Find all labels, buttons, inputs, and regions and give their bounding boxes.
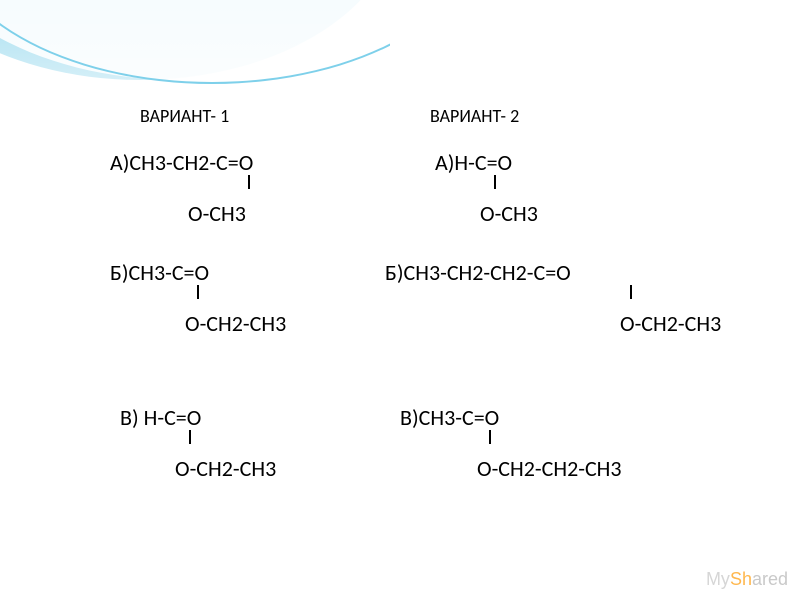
formula-v1-b-line1: СН3-С=О [129,259,210,286]
formula-v2-v: В)СН3-С=О О-СН2-СН2-СН3 [400,405,622,481]
label-v1-b: Б) [110,259,129,286]
bond-bar-icon [494,175,496,189]
content-area: ВАРИАНТ- 1 ВАРИАНТ- 2 А)СН3-СН2-С=О О-СН… [0,0,800,600]
formula-v2-b: Б)СН3-СН2-СН2-С=О О-СН2-СН3 [385,260,721,336]
formula-v2-b-line2: О-СН2-СН3 [620,310,721,337]
heading-variant-1: ВАРИАНТ- 1 [140,105,229,127]
watermark-my: My [706,569,730,589]
formula-v2-a-line2: О-СН3 [480,200,538,227]
formula-v1-b-line2: О-СН2-СН3 [185,310,286,337]
bond-bar-icon [248,175,250,189]
bond-bar-icon [489,430,491,444]
formula-v2-a: А)Н-С=О О-СН3 [435,150,538,226]
formula-v2-v-line1: СН3-С=О [419,404,500,431]
formula-v1-v-line1: Н-С=О [144,404,202,431]
label-v2-v: В) [400,404,419,431]
bond-bar-icon [197,285,199,299]
formula-v1-a: А)СН3-СН2-С=О О-СН3 [110,150,253,226]
formula-v2-v-line2: О-СН2-СН2-СН3 [477,455,622,482]
watermark: MyShared [706,569,788,590]
formula-v2-b-line1: СН3-СН2-СН2-С=О [404,259,571,286]
slide: ВАРИАНТ- 1 ВАРИАНТ- 2 А)СН3-СН2-С=О О-СН… [0,0,800,600]
label-v2-b: Б) [385,259,404,286]
label-v2-a: А) [435,149,454,176]
bond-bar-icon [189,430,191,444]
heading-variant-2: ВАРИАНТ- 2 [430,105,519,127]
watermark-ared: ared [752,569,788,589]
bond-bar-icon [630,285,632,299]
formula-v1-a-line1: СН3-СН2-С=О [129,149,253,176]
formula-v1-v-line2: О-СН2-СН3 [175,455,276,482]
formula-v1-a-line2: О-СН3 [188,200,246,227]
formula-v1-b: Б)СН3-С=О О-СН2-СН3 [110,260,286,336]
watermark-sh: Sh [730,569,752,589]
formula-v2-a-line1: Н-С=О [454,149,512,176]
label-v1-a: А) [110,149,129,176]
label-v1-v: В) [120,404,139,431]
formula-v1-v: В) Н-С=О О-СН2-СН3 [120,405,276,481]
